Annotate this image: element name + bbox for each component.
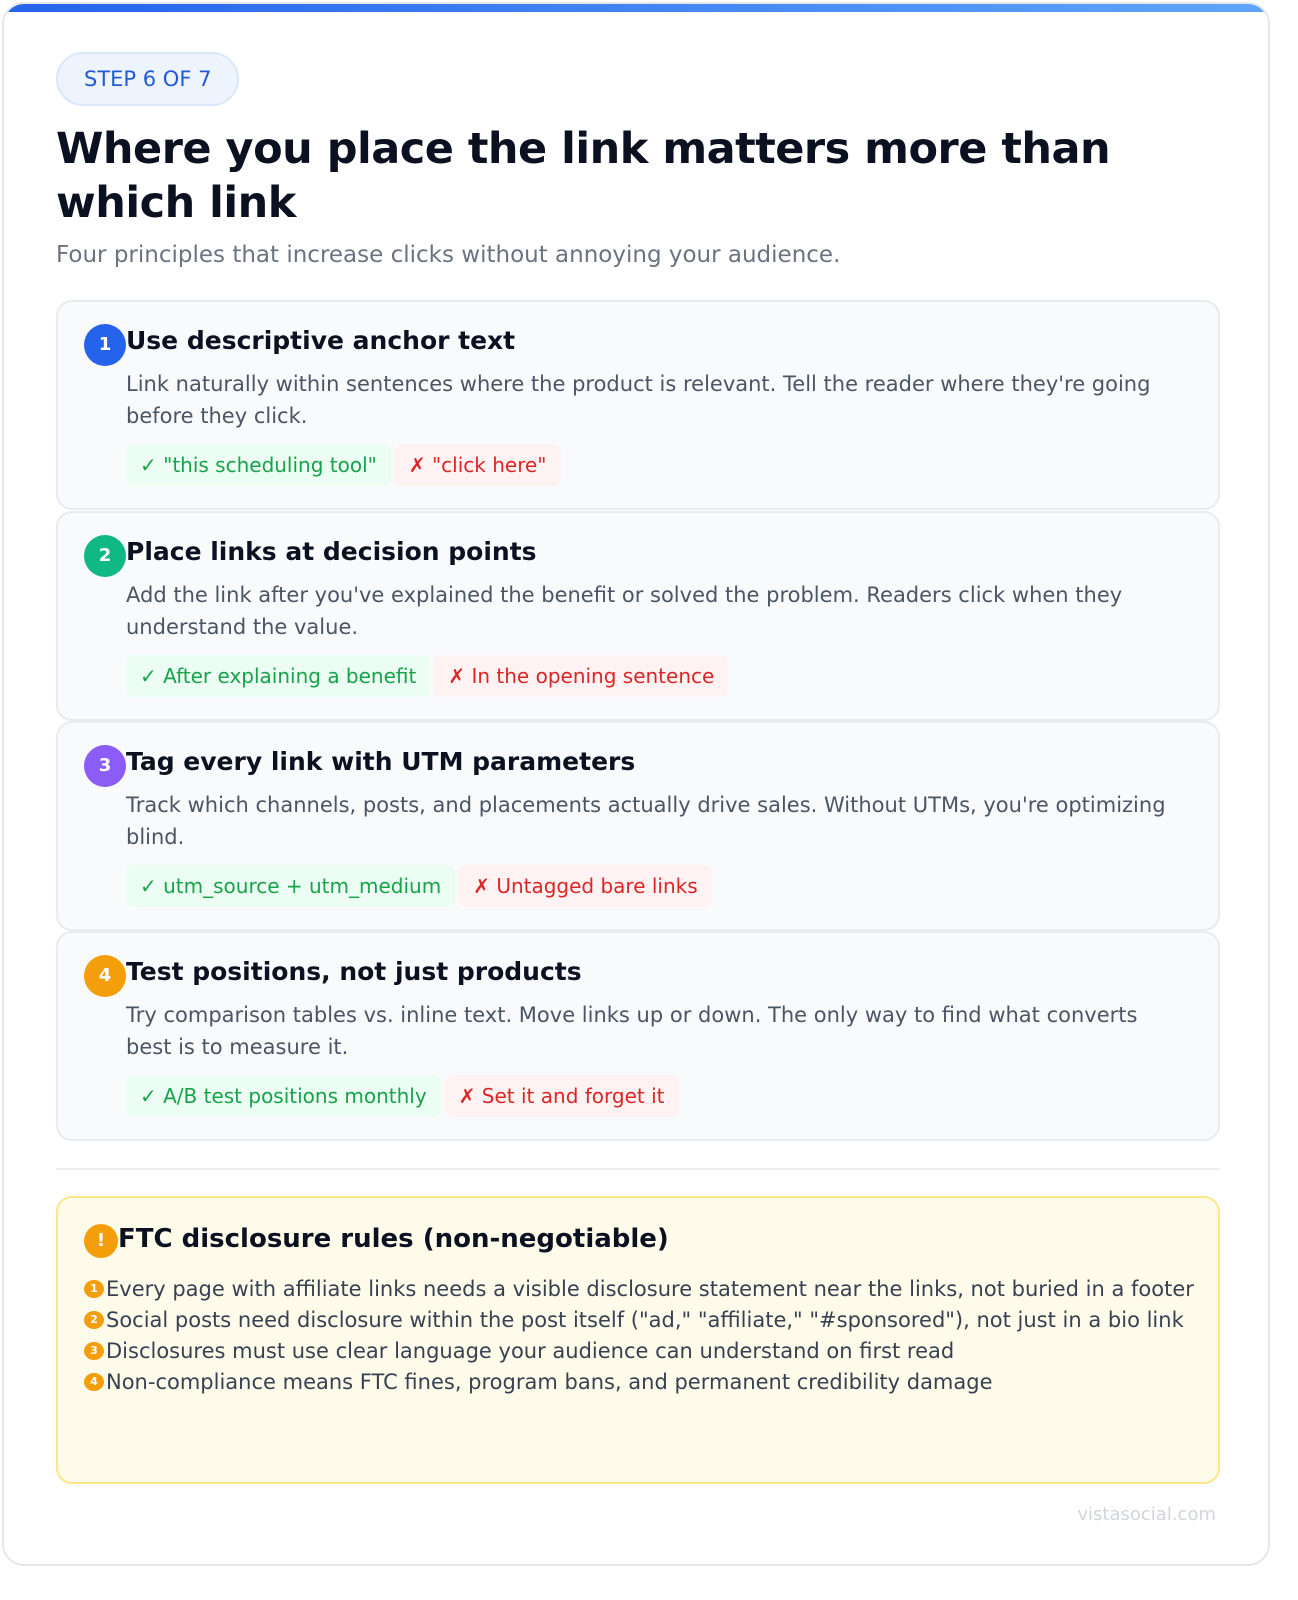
principle-heading: Use descriptive anchor text <box>126 326 516 355</box>
ftc-heading: FTC disclosure rules (non-negotiable) <box>118 1224 669 1254</box>
principle-heading: Test positions, not just products <box>126 957 582 986</box>
principle-body: Link naturally within sentences where th… <box>126 372 1151 428</box>
number-badge-icon: 2 <box>84 1311 104 1329</box>
good-example-tag: ✓ "this scheduling tool" <box>126 444 391 486</box>
number-badge-icon: 4 <box>84 1373 104 1391</box>
good-example-tag: ✓ utm_source + utm_medium <box>126 865 456 907</box>
step-number-icon: 1 <box>84 324 126 366</box>
principle-heading: Tag every link with UTM parameters <box>126 747 636 776</box>
step-number-icon: 2 <box>84 535 126 577</box>
bad-example-tag: ✗ In the opening sentence <box>434 655 729 697</box>
ftc-rules-list: 1 Every page with affiliate links needs a… <box>84 1274 1194 1398</box>
step-number-icon: 3 <box>84 745 126 787</box>
example-tags: ✓ utm_source + utm_medium ✗ Untagged bar… <box>126 865 712 907</box>
good-example-tag: ✓ After explaining a benefit <box>126 655 431 697</box>
principle-heading: Place links at decision points <box>126 537 537 566</box>
list-item: 3 Disclosures must use clear language you… <box>84 1336 1194 1367</box>
bad-example-tag: ✗ Untagged bare links <box>459 865 712 907</box>
page-title: Where you place the link matters more th… <box>56 124 1111 228</box>
principle-card: 3 Tag every link with UTM parameters Tra… <box>56 721 1220 931</box>
principle-body: Track which channels, posts, and placeme… <box>126 793 1166 849</box>
bad-example-tag: ✗ Set it and forget it <box>444 1075 679 1117</box>
page-subtitle: Four principles that increase clicks wit… <box>56 242 841 268</box>
rule-text: Every page with affiliate links needs a … <box>106 1277 1194 1301</box>
divider <box>56 1168 1220 1170</box>
ftc-disclosure-box: ! FTC disclosure rules (non-negotiable) … <box>56 1196 1220 1484</box>
rule-text: Non-compliance means FTC fines, program … <box>106 1370 993 1394</box>
example-tags: ✓ A/B test positions monthly ✗ Set it an… <box>126 1075 679 1117</box>
good-example-tag: ✓ A/B test positions monthly <box>126 1075 441 1117</box>
number-badge-icon: 1 <box>84 1280 104 1298</box>
step-card: STEP 6 OF 7 Where you place the link mat… <box>2 2 1270 1566</box>
principle-card: 2 Place links at decision points Add the… <box>56 511 1220 721</box>
bad-example-tag: ✗ "click here" <box>394 444 561 486</box>
rule-text: Disclosures must use clear language your… <box>106 1339 955 1363</box>
warning-icon: ! <box>84 1224 118 1258</box>
progress-accent-bar <box>4 4 1268 12</box>
list-item: 1 Every page with affiliate links needs a… <box>84 1274 1194 1305</box>
example-tags: ✓ After explaining a benefit ✗ In the op… <box>126 655 729 697</box>
step-badge: STEP 6 OF 7 <box>56 52 240 106</box>
list-item: 4 Non-compliance means FTC fines, program… <box>84 1367 1194 1398</box>
footer-brand: vistasocial.com <box>1077 1504 1216 1525</box>
principle-card: 4 Test positions, not just products Try … <box>56 931 1220 1141</box>
example-tags: ✓ "this scheduling tool" ✗ "click here" <box>126 444 561 486</box>
rule-text: Social posts need disclosure within the … <box>106 1308 1184 1332</box>
step-number-icon: 4 <box>84 955 126 997</box>
list-item: 2 Social posts need disclosure within the… <box>84 1305 1194 1336</box>
principle-body: Add the link after you've explained the … <box>126 583 1123 639</box>
number-badge-icon: 3 <box>84 1342 104 1360</box>
principle-body: Try comparison tables vs. inline text. M… <box>126 1003 1138 1059</box>
principle-card: 1 Use descriptive anchor text Link natur… <box>56 300 1220 510</box>
